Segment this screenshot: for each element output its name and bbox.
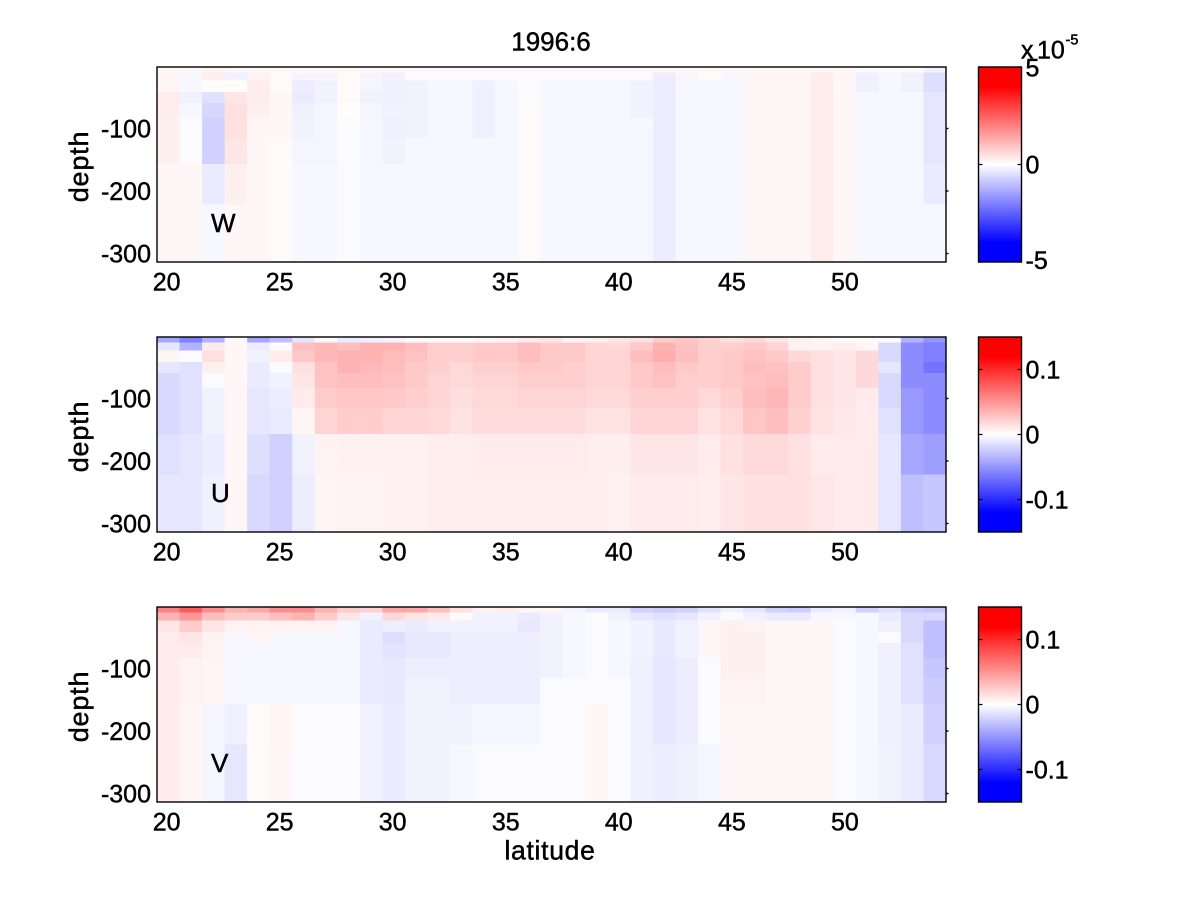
svg-text:W: W <box>211 208 236 238</box>
svg-text:0: 0 <box>1026 151 1040 179</box>
svg-text:5: 5 <box>1026 55 1040 83</box>
svg-text:-300: -300 <box>101 510 151 538</box>
svg-text:-5: -5 <box>1026 247 1048 275</box>
svg-text:0.1: 0.1 <box>1026 626 1061 654</box>
svg-text:-200: -200 <box>101 448 151 476</box>
svg-text:-100: -100 <box>101 115 151 143</box>
svg-text:0.1: 0.1 <box>1026 356 1061 384</box>
svg-text:35: 35 <box>492 539 520 567</box>
svg-text:40: 40 <box>605 269 633 297</box>
svg-text:45: 45 <box>718 539 746 567</box>
svg-text:45: 45 <box>718 809 746 837</box>
svg-text:depth: depth <box>64 671 94 743</box>
svg-text:-200: -200 <box>101 718 151 746</box>
svg-text:0: 0 <box>1026 691 1040 719</box>
svg-text:35: 35 <box>492 809 520 837</box>
svg-text:depth: depth <box>64 131 94 203</box>
svg-text:latitude: latitude <box>504 836 595 866</box>
svg-text:50: 50 <box>831 269 859 297</box>
svg-text:-100: -100 <box>101 385 151 413</box>
svg-text:40: 40 <box>605 539 633 567</box>
svg-text:-300: -300 <box>101 780 151 808</box>
svg-text:x: x <box>1021 37 1034 65</box>
svg-text:10: 10 <box>1037 37 1065 65</box>
svg-text:-200: -200 <box>101 178 151 206</box>
svg-text:U: U <box>211 478 230 508</box>
svg-text:50: 50 <box>831 539 859 567</box>
svg-text:25: 25 <box>266 539 294 567</box>
svg-text:45: 45 <box>718 269 746 297</box>
svg-text:40: 40 <box>605 809 633 837</box>
svg-text:30: 30 <box>379 539 407 567</box>
svg-text:V: V <box>211 748 229 778</box>
svg-text:0: 0 <box>1026 421 1040 449</box>
svg-text:20: 20 <box>153 269 181 297</box>
svg-text:30: 30 <box>379 809 407 837</box>
svg-text:25: 25 <box>266 269 294 297</box>
svg-text:1996:6: 1996:6 <box>511 26 591 56</box>
svg-text:depth: depth <box>64 401 94 473</box>
svg-text:20: 20 <box>153 809 181 837</box>
svg-text:50: 50 <box>831 809 859 837</box>
svg-text:25: 25 <box>266 809 294 837</box>
svg-text:20: 20 <box>153 539 181 567</box>
svg-text:-300: -300 <box>101 240 151 268</box>
svg-text:35: 35 <box>492 269 520 297</box>
svg-text:30: 30 <box>379 269 407 297</box>
svg-text:-0.1: -0.1 <box>1026 756 1069 784</box>
svg-text:-5: -5 <box>1066 32 1079 48</box>
svg-text:-0.1: -0.1 <box>1026 486 1069 514</box>
svg-text:-100: -100 <box>101 655 151 683</box>
